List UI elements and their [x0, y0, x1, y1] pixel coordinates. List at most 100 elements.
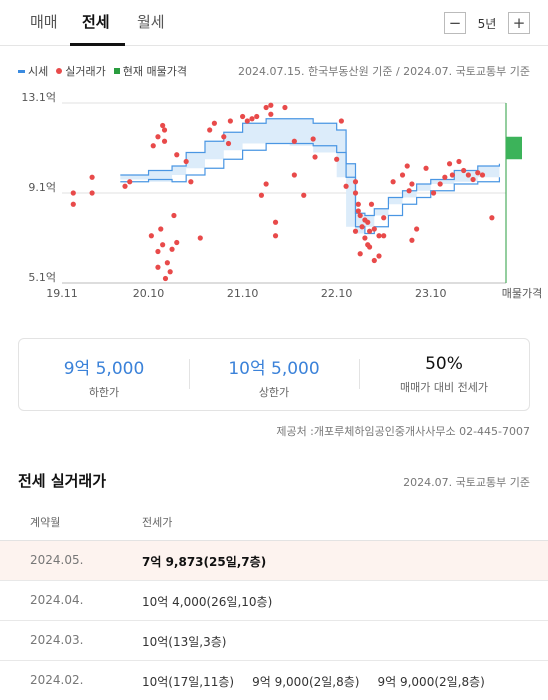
transaction-point: [362, 235, 368, 241]
transaction-point: [312, 154, 318, 160]
row-price: 7억 9,873(25일,7층): [142, 555, 267, 569]
row-prices: 7억 9,873(25일,7층): [142, 553, 284, 570]
tab-jeonse[interactable]: 전세: [82, 13, 110, 31]
transaction-point: [155, 248, 161, 255]
legend-label: 현재 매물가격: [122, 65, 187, 78]
transaction-point: [355, 208, 361, 214]
market-band-upper: [120, 118, 501, 217]
summary-value: 9억 5,000: [63, 359, 145, 379]
transaction-point: [399, 172, 406, 178]
row-prices: 10억(13일,3층): [142, 633, 244, 650]
row-price: 10억(13일,3층): [142, 635, 227, 649]
transaction-point: [207, 127, 213, 133]
deal-type-tabs: 매매 전세 월세 − 5년 +: [0, 0, 548, 46]
transaction-point: [357, 251, 363, 257]
table-row[interactable]: 2024.03. 10억(13일,3층): [0, 621, 548, 661]
square-marker-icon: [113, 68, 120, 74]
transaction-point: [171, 212, 177, 219]
row-month: 2024.02.: [30, 673, 84, 687]
period-increase-button[interactable]: +: [508, 12, 530, 34]
legend-item-market: 시세: [18, 63, 48, 79]
transaction-point: [406, 188, 412, 194]
transaction-point: [162, 275, 169, 282]
transaction-point: [155, 264, 161, 270]
transaction-point: [225, 140, 232, 147]
tab-monthly-rent[interactable]: 월세: [137, 13, 165, 31]
row-month: 2024.05.: [30, 553, 84, 567]
transaction-point: [148, 233, 154, 239]
transaction-point: [240, 113, 246, 120]
transaction-point: [479, 172, 486, 178]
transaction-point: [169, 246, 175, 252]
listing-price-range: [506, 136, 522, 160]
row-prices: 10억(17일,11층) 9억 9,000(2일,8층) 9억 9,000(2일,8…: [142, 673, 503, 690]
x-tick-label: 20.10: [133, 287, 165, 300]
period-value: 5년: [477, 16, 497, 31]
transaction-point: [291, 138, 297, 144]
transaction-point: [164, 260, 170, 266]
row-price: 10억(17일,11층): [142, 675, 235, 689]
transaction-point: [227, 118, 233, 124]
active-tab-indicator: [70, 43, 125, 46]
transaction-point: [150, 143, 156, 149]
transaction-point: [409, 181, 415, 187]
y-tick-label: 9.1억: [28, 181, 56, 194]
transaction-point: [343, 183, 349, 189]
legend-label: 실거래가: [65, 65, 106, 78]
row-prices: 10억 4,000(26일,10층): [142, 593, 290, 610]
section-source: 2024.07. 국토교통부 기준: [403, 476, 530, 489]
transaction-point: [381, 215, 387, 221]
price-summary-box: 9억 5,000 하한가 10억 5,000 상한가 50% 매매가 대비 전세…: [18, 338, 530, 411]
transaction-point: [352, 190, 359, 196]
transaction-point: [89, 174, 95, 180]
summary-value: 10억 5,000: [228, 359, 320, 379]
transaction-point: [475, 170, 481, 176]
transaction-point: [334, 156, 340, 162]
transaction-point: [249, 116, 255, 122]
transaction-point: [127, 179, 133, 185]
header-month: 계약월: [30, 516, 61, 529]
transaction-point: [489, 215, 495, 221]
transaction-point: [122, 183, 128, 189]
dot-marker-icon: [56, 68, 63, 74]
transaction-point: [381, 233, 387, 239]
transaction-point: [244, 118, 250, 124]
transaction-point: [423, 165, 429, 171]
summary-upper-price: 10억 5,000 상한가: [189, 339, 359, 410]
transaction-point: [161, 127, 168, 133]
period-decrease-button[interactable]: −: [444, 12, 466, 34]
summary-label: 하한가: [88, 386, 120, 399]
transaction-point: [470, 176, 476, 183]
legend-item-listing: 현재 매물가격: [113, 63, 187, 79]
transaction-point: [221, 134, 227, 140]
transaction-point: [359, 224, 365, 230]
transaction-point: [367, 228, 373, 234]
summary-label: 매매가 대비 전세가: [400, 381, 488, 394]
transaction-point: [430, 190, 437, 196]
transaction-point: [368, 201, 375, 207]
x-tick-label: 23.10: [415, 287, 447, 300]
section-title: 전세 실거래가: [18, 472, 107, 490]
transaction-point: [367, 244, 373, 250]
summary-label: 상한가: [258, 386, 290, 399]
row-price: 9억 9,000(2일,8층): [377, 675, 485, 689]
transaction-point: [371, 226, 377, 232]
header-price: 전세가: [142, 516, 173, 529]
x-tick-label: 21.10: [227, 287, 259, 300]
transaction-point: [70, 190, 76, 196]
table-row[interactable]: 2024.02. 10억(17일,11층) 9억 9,000(2일,8층) 9억 9,…: [0, 661, 548, 700]
x-end-label: 매물가격: [502, 287, 542, 300]
transaction-point: [442, 174, 448, 180]
transaction-point: [89, 190, 95, 196]
market-band-area: [120, 118, 500, 234]
transaction-point: [258, 192, 265, 198]
period-selector: − 5년 +: [444, 12, 530, 34]
transaction-point: [263, 104, 269, 111]
tab-sale[interactable]: 매매: [30, 13, 58, 31]
transaction-point: [390, 179, 396, 185]
table-row[interactable]: 2024.05. 7억 9,873(25일,7층): [0, 541, 548, 581]
price-chart[interactable]: 13.1억 9.1억 5.1억 19.11 20.10 21.10 22.10 23.10 매물…: [0, 88, 548, 308]
summary-lower-price: 9억 5,000 하한가: [19, 339, 189, 410]
table-row[interactable]: 2024.04. 10억 4,000(26일,10층): [0, 581, 548, 621]
transaction-point: [414, 226, 420, 232]
